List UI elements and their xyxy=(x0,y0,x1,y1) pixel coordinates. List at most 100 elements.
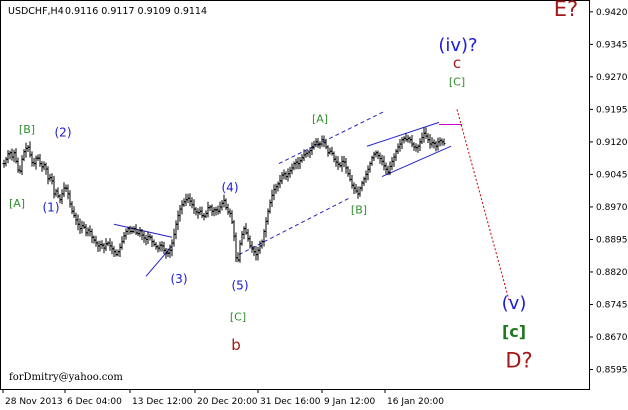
price-bar xyxy=(156,244,160,253)
price-bar xyxy=(46,166,50,185)
price-bar xyxy=(318,141,322,149)
price-bar xyxy=(50,173,54,185)
price-bar xyxy=(68,190,72,208)
price-bar xyxy=(330,146,334,156)
price-bar xyxy=(6,150,10,164)
price-bar xyxy=(424,127,428,139)
wave-label: E? xyxy=(554,0,578,21)
price-bar xyxy=(84,224,88,237)
price-bar xyxy=(392,153,396,167)
price-bar xyxy=(226,203,230,215)
price-bar xyxy=(142,231,146,243)
price-bar xyxy=(436,137,440,151)
price-bar xyxy=(370,155,374,166)
price-bar xyxy=(116,249,120,257)
x-tick-label: 20 Dec 20:00 xyxy=(197,397,258,407)
price-bar xyxy=(158,241,162,252)
price-bar xyxy=(396,143,400,154)
wave-label: [C] xyxy=(449,76,465,89)
price-bar xyxy=(304,150,308,158)
price-bar xyxy=(310,142,314,155)
price-bar xyxy=(94,235,98,247)
price-bar xyxy=(338,161,342,168)
price-bar xyxy=(288,166,292,178)
price-bar xyxy=(420,132,424,144)
price-bar xyxy=(232,220,236,242)
price-bar xyxy=(88,225,92,237)
price-bar xyxy=(404,133,408,142)
price-bar xyxy=(382,155,386,171)
price-bar xyxy=(236,252,240,263)
price-bar xyxy=(32,157,36,167)
price-bar xyxy=(220,200,224,211)
price-bar xyxy=(138,226,142,238)
price-bar xyxy=(54,188,58,197)
price-bar xyxy=(268,199,272,214)
wedge-upper-line xyxy=(366,121,440,147)
price-bar xyxy=(362,176,366,186)
price-bar xyxy=(336,156,340,170)
analysis-lines xyxy=(113,109,510,301)
price-bar xyxy=(80,220,84,234)
price-bar xyxy=(196,208,200,219)
trendline-upper xyxy=(113,223,173,238)
price-bar xyxy=(188,193,192,207)
wave-label: (v) xyxy=(502,293,527,314)
wave-label: [B] xyxy=(351,203,367,216)
y-tick-label: 0.8820 xyxy=(596,268,628,278)
price-bar xyxy=(256,246,260,261)
price-bar xyxy=(240,230,244,246)
y-tick-label: 0.9345 xyxy=(596,40,628,50)
price-bar xyxy=(90,228,94,244)
price-bar xyxy=(418,138,422,152)
projection-line xyxy=(456,109,510,301)
price-bar xyxy=(18,165,22,174)
price-bar xyxy=(326,145,330,157)
price-bar xyxy=(286,168,290,182)
price-bar xyxy=(380,154,384,166)
plot-frame xyxy=(0,0,590,390)
wave-label: [c] xyxy=(502,322,526,341)
y-axis: 0.9420 0.9345 0.9270 0.9195 0.9120 0.9045 0.89… xyxy=(589,8,628,375)
price-bar xyxy=(246,228,250,242)
price-bar xyxy=(372,151,376,161)
price-bar xyxy=(402,136,406,144)
price-bar xyxy=(122,231,126,244)
wave-label: (3) xyxy=(171,272,188,286)
price-bar xyxy=(206,201,210,218)
price-bar xyxy=(290,163,294,175)
price-bar xyxy=(422,127,426,143)
wave-label: (1) xyxy=(43,200,60,214)
price-bar xyxy=(308,147,312,158)
price-bar xyxy=(248,235,252,249)
price-bar xyxy=(390,157,394,171)
price-bar xyxy=(22,149,26,162)
credit-text: forDmitry@yahoo.com xyxy=(9,372,123,383)
price-bars xyxy=(2,127,446,263)
price-bar xyxy=(416,144,420,153)
y-tick-label: 0.8895 xyxy=(596,235,628,245)
price-bar xyxy=(174,220,178,240)
wave-label: [B] xyxy=(19,123,35,136)
price-bar xyxy=(354,183,358,194)
price-bar xyxy=(152,239,156,247)
price-bar xyxy=(340,156,344,172)
price-bar xyxy=(442,138,446,146)
price-bar xyxy=(260,239,264,249)
wave-label: (4) xyxy=(222,181,239,195)
price-bar xyxy=(210,204,214,216)
price-bar xyxy=(224,198,228,211)
price-bar xyxy=(360,180,364,192)
x-axis: 28 Nov 2013 6 Dec 04:00 13 Dec 12:00 20 Dec… xyxy=(2,389,444,407)
price-bar xyxy=(280,171,284,185)
price-bar xyxy=(398,138,402,152)
price-bar xyxy=(104,238,108,251)
x-tick-label: 6 Dec 04:00 xyxy=(67,397,122,407)
wave-label: [C] xyxy=(230,311,246,324)
y-tick-label: 0.8670 xyxy=(596,333,628,343)
price-bar xyxy=(284,171,288,181)
price-bar xyxy=(82,221,86,229)
price-bar xyxy=(30,151,34,167)
